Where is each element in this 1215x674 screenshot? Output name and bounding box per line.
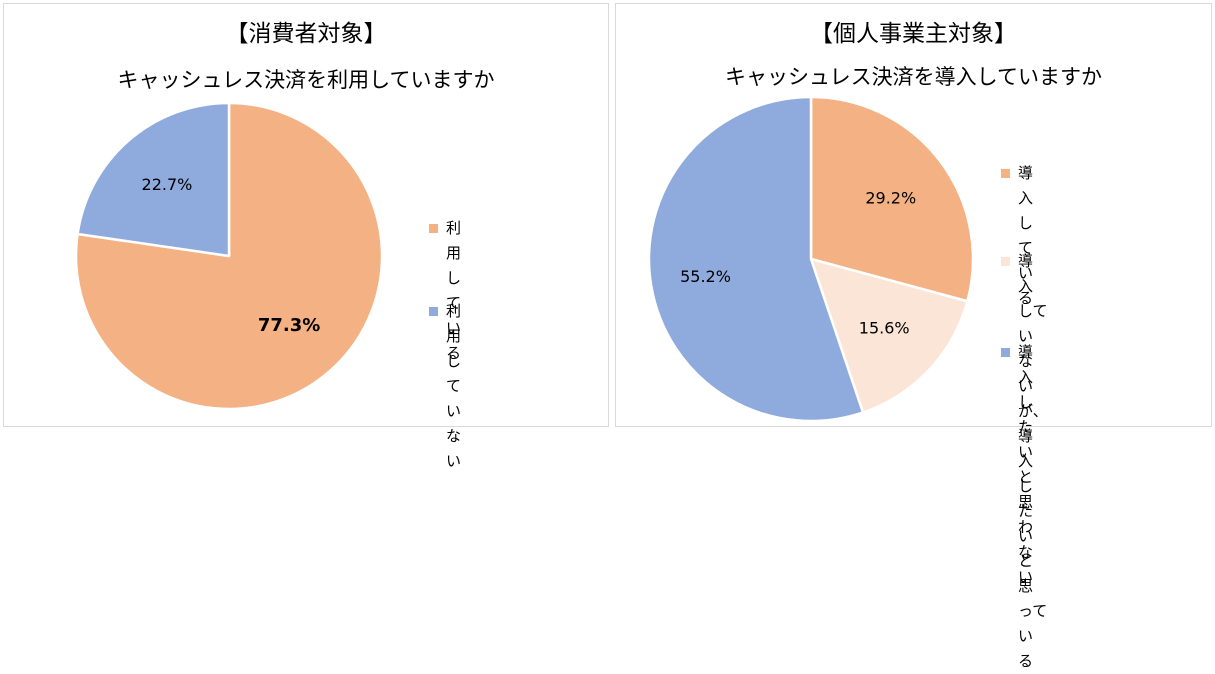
legend-swatch [429,307,438,316]
legend-swatch [1001,169,1010,178]
pie-slice [74,101,384,411]
legend-label: 利用していない [446,302,462,470]
data-label: 15.6% [859,318,910,337]
data-label: 29.2% [865,188,916,207]
chart-panel-consumer: 【消費者対象】 キャッシュレス決済を利用していますか 77.3% 22.7% 利用… [3,3,609,470]
legend-label: 導入したいと思わない [1018,343,1034,586]
legend-swatch [1001,257,1010,266]
legend-entry: 導入したいと思わない [1001,340,1033,590]
pie-slice [76,101,231,258]
chart-panel-business: 【個人事業主対象】 キャッシュレス決済を導入していますか 29.2% 15.6% 5… [615,3,1212,670]
legend-entry: 利用していない [429,299,461,474]
chart-title: 【消費者対象】 [225,21,387,47]
data-label: 22.7% [142,175,193,194]
pie-slice [809,95,975,303]
data-label: 77.3% [258,315,320,336]
chart-title: 【個人事業主対象】 [810,21,1017,47]
pie-chart: 29.2% 15.6% 55.2% [647,95,975,423]
pie-chart: 77.3% 22.7% [74,101,384,411]
legend-swatch [1001,348,1010,357]
data-label: 55.2% [680,267,731,286]
chart-subtitle: キャッシュレス決済を導入していますか [725,65,1102,89]
chart-subtitle: キャッシュレス決済を利用していますか [117,68,495,92]
legend-entry: 利用している [429,216,461,366]
legend-label: 導入している [1018,164,1034,307]
legend-swatch [429,224,438,233]
legend-label: 利用している [446,219,462,362]
legend-entry: 導入している [1001,161,1033,311]
pie-slice [647,95,865,423]
